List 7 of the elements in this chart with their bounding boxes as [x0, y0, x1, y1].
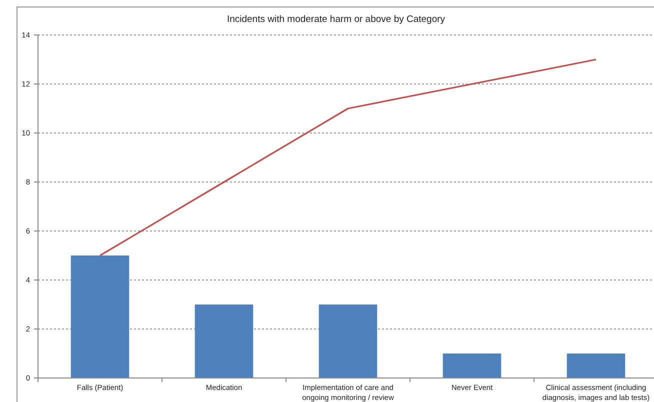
bar [318, 304, 378, 378]
line-series [99, 58, 597, 256]
bar [566, 354, 626, 378]
bar [442, 354, 502, 378]
bar [194, 304, 254, 378]
bar [70, 256, 130, 378]
chart-title: Incidents with moderate harm or above by Category [226, 14, 446, 25]
